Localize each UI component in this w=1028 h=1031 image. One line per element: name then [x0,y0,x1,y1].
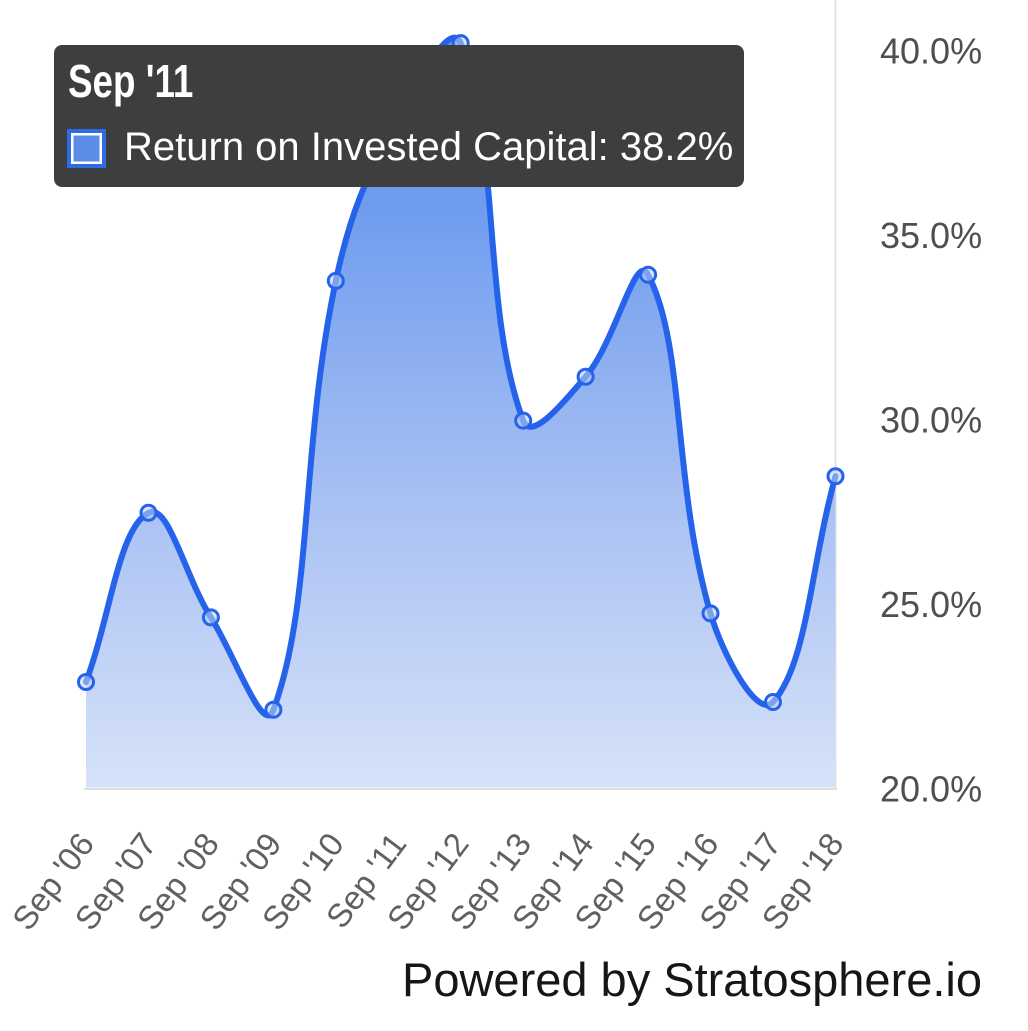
svg-text:35.0%: 35.0% [880,215,982,256]
svg-text:25.0%: 25.0% [880,584,982,625]
svg-text:20.0%: 20.0% [880,769,982,810]
svg-text:30.0%: 30.0% [880,400,982,441]
svg-text:40.0%: 40.0% [880,31,982,72]
